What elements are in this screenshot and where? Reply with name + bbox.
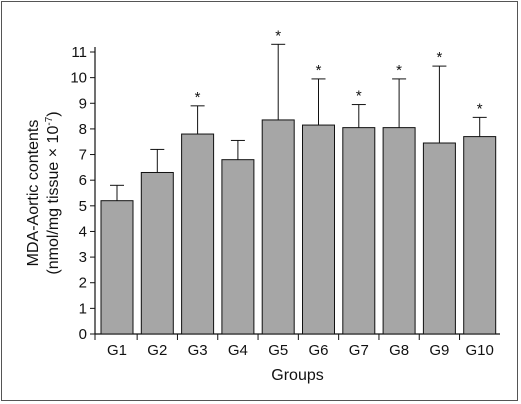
y-axis-title: MDA-Aortic contents (nmol/mg tissue × 10… — [25, 111, 62, 274]
x-axis: G1 G2 G3 G4 G5 G6 G7 G8 G9 G10 — [94, 333, 500, 359]
bars — [100, 119, 497, 335]
bar-g6 — [302, 124, 335, 335]
x-tick-label: G8 — [389, 342, 409, 359]
bar-g9 — [422, 142, 456, 335]
y-tick-label: 1 — [79, 300, 87, 317]
significance-star: * — [356, 88, 362, 105]
bar-g2 — [140, 171, 174, 335]
x-tick-label: G10 — [466, 342, 494, 359]
significance-star: * — [316, 62, 322, 79]
y-axis-title-close: ) — [45, 111, 62, 116]
y-axis: 0 1 2 3 4 5 6 7 8 9 10 11 — [70, 44, 96, 343]
y-tick-label: 7 — [79, 147, 87, 164]
x-tick-label: G4 — [228, 342, 248, 359]
y-axis-title-line2-text: (nmol/mg tissue × 10 — [45, 126, 62, 275]
x-tick-label: G9 — [429, 342, 449, 359]
bar-g10 — [463, 136, 497, 335]
significance-star: * — [195, 89, 201, 106]
bar-g4 — [221, 159, 255, 335]
y-tick-label: 3 — [79, 249, 87, 266]
bar-g5 — [261, 119, 295, 335]
bar-g8 — [382, 127, 416, 335]
significance-markers: * * * * * * * — [195, 27, 483, 117]
y-tick-label: 10 — [70, 70, 87, 87]
y-tick-label: 0 — [79, 326, 87, 343]
x-tick-label: G2 — [147, 342, 167, 359]
bar-g1 — [100, 200, 134, 335]
significance-star: * — [275, 27, 281, 44]
x-tick-label: G3 — [188, 342, 208, 359]
bar-g7 — [342, 127, 376, 335]
y-axis-title-superscript: -7 — [44, 116, 55, 125]
y-axis-title-line1: MDA-Aortic contents — [25, 120, 42, 267]
x-tick-label: G6 — [308, 342, 328, 359]
significance-star: * — [396, 62, 402, 79]
y-tick-label: 5 — [79, 198, 87, 215]
x-tick-label: G5 — [268, 342, 288, 359]
error-bars — [110, 43, 487, 201]
x-axis-title: Groups — [271, 367, 323, 384]
y-tick-label: 11 — [71, 44, 87, 61]
y-tick-label: 6 — [79, 172, 87, 189]
y-axis-title-line2: (nmol/mg tissue × 10-7) — [44, 111, 62, 274]
significance-star: * — [477, 100, 483, 117]
y-tick-label: 2 — [79, 275, 87, 292]
y-tick-label: 4 — [79, 223, 87, 240]
x-tick-label: G7 — [349, 342, 369, 359]
significance-star: * — [436, 49, 442, 66]
x-tick-label: G1 — [107, 342, 127, 359]
bar-g3 — [181, 133, 215, 335]
y-tick-label: 8 — [79, 121, 87, 138]
y-tick-label: 9 — [79, 95, 87, 112]
